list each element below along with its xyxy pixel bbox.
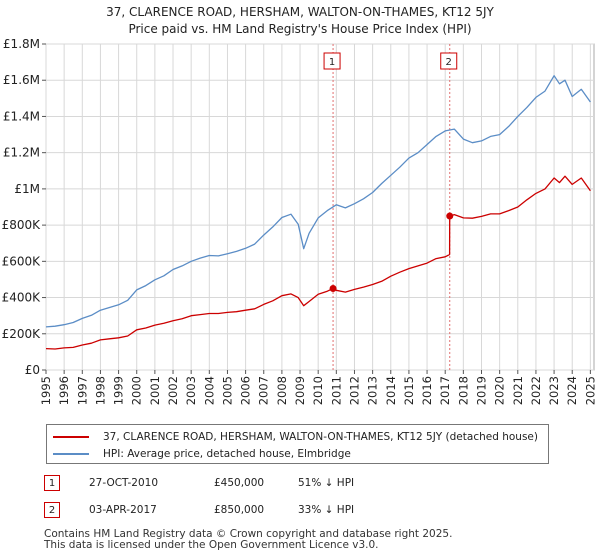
x-tick-label: 2024 (565, 376, 579, 405)
x-tick-label: 2022 (529, 376, 543, 405)
y-tick-label: £200K (2, 327, 42, 341)
legend-swatch-property (53, 436, 89, 438)
x-tick-label: 2012 (347, 376, 361, 405)
footer-attribution: Contains HM Land Registry data © Crown c… (44, 529, 452, 550)
x-tick-label: 2000 (130, 376, 144, 405)
chart-title: 37, CLARENCE ROAD, HERSHAM, WALTON-ON-TH… (106, 5, 494, 19)
x-tick-label: 1999 (112, 376, 126, 405)
x-tick-label: 2003 (184, 376, 198, 405)
sale-point (446, 212, 454, 220)
y-tick-label: £1.4M (3, 109, 40, 123)
y-tick-label: £1M (14, 182, 40, 196)
x-tick-label: 2014 (384, 376, 398, 405)
sale-number-badge: 2 (44, 502, 60, 518)
sale-number-badge: 1 (44, 475, 60, 491)
x-tick-label: 2008 (275, 376, 289, 405)
x-tick-label: 2009 (293, 376, 307, 405)
chart-subtitle: Price paid vs. HM Land Registry's House … (128, 22, 472, 36)
legend-label-hpi: HPI: Average price, detached house, Elmb… (103, 448, 351, 460)
legend-label-property: 37, CLARENCE ROAD, HERSHAM, WALTON-ON-TH… (103, 431, 538, 443)
plot-area (45, 43, 595, 371)
y-tick-label: £1.6M (3, 73, 40, 87)
sale-marker-label: 2 (446, 57, 452, 68)
sale-date: 27-OCT-2010 (89, 477, 158, 489)
x-tick-label: 2016 (420, 376, 434, 405)
sale-date: 03-APR-2017 (89, 504, 157, 516)
legend-swatch-hpi (53, 453, 89, 455)
legend: 37, CLARENCE ROAD, HERSHAM, WALTON-ON-TH… (46, 424, 549, 464)
x-tick-label: 2019 (474, 376, 488, 405)
x-tick-label: 2010 (311, 376, 325, 405)
y-tick-label: £600K (2, 254, 42, 268)
x-tick-label: 2017 (438, 376, 452, 405)
sale-price: £850,000 (214, 504, 265, 516)
sale-marker-box (323, 52, 341, 70)
x-tick-label: 2007 (257, 376, 271, 405)
x-tick-label: 2023 (547, 376, 561, 405)
sale-hpi-diff: 33% ↓ HPI (298, 504, 355, 516)
y-axis-ticks: £0 £200K £400K £600K £800K £1M £1.2M £1.4M £1.6M… (2, 37, 46, 377)
x-tick-label: 1995 (39, 376, 53, 405)
sale-price: £450,000 (214, 477, 265, 489)
x-tick-label: 2025 (583, 376, 597, 405)
chart-title-block: 37, CLARENCE ROAD, HERSHAM, WALTON-ON-TH… (0, 4, 600, 38)
footer-line-1: Contains HM Land Registry data © Crown c… (44, 528, 453, 540)
footer-line-2: This data is licensed under the Open Gov… (44, 538, 379, 551)
x-tick-label: 2004 (202, 376, 216, 405)
sale-marker-box (440, 52, 458, 70)
x-tick-label: 2013 (366, 376, 380, 405)
y-tick-label: £400K (2, 291, 42, 305)
x-tick-label: 1997 (75, 376, 89, 405)
x-tick-label: 2002 (166, 376, 180, 405)
y-tick-label: £800K (2, 218, 42, 232)
x-tick-label: 1996 (57, 376, 71, 405)
grid (45, 43, 594, 371)
y-tick-label: £0 (25, 363, 40, 377)
y-tick-label: £1.8M (3, 37, 40, 51)
y-tick-label: £1.2M (3, 146, 40, 160)
x-axis-ticks: 1995 1996 1997 1998 1999 2000 2001 2002 2003 2004… (39, 370, 597, 405)
x-tick-label: 2018 (456, 376, 470, 405)
x-tick-label: 2006 (239, 376, 253, 405)
legend-item-property: 37, CLARENCE ROAD, HERSHAM, WALTON-ON-TH… (53, 429, 538, 445)
x-tick-label: 2021 (511, 376, 525, 405)
x-tick-label: 2011 (329, 376, 343, 405)
x-tick-label: 2005 (220, 376, 234, 405)
sale-hpi-diff: 51% ↓ HPI (298, 477, 355, 489)
sale-point (329, 285, 337, 292)
legend-item-hpi: HPI: Average price, detached house, Elmb… (53, 446, 351, 462)
price-chart: £0 £200K £400K £600K £800K £1M £1.2M £1.4M £1.6M… (2, 37, 598, 405)
x-tick-label: 2001 (148, 376, 162, 405)
x-tick-label: 2015 (402, 376, 416, 405)
x-tick-label: 1998 (93, 376, 107, 405)
x-tick-label: 2020 (493, 376, 507, 405)
sale-marker-label: 1 (329, 57, 335, 68)
series-line (45, 75, 591, 328)
